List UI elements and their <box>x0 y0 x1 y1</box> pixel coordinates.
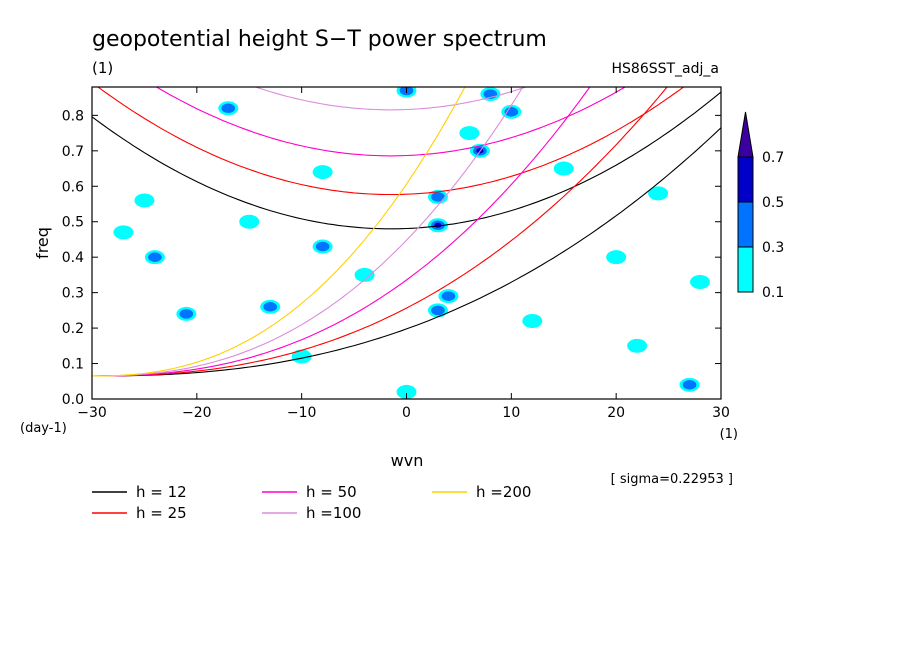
contour-patch <box>606 250 627 265</box>
dispersion-curve-low <box>92 87 591 377</box>
x-tick-label: −20 <box>182 405 212 421</box>
colorbar-label: 0.1 <box>762 285 784 301</box>
contour-patch <box>522 314 543 328</box>
legend-label: h =200 <box>476 483 531 501</box>
dispersion-curve-high <box>92 91 721 230</box>
y-tick-label: 0.5 <box>62 215 84 231</box>
contour-patch <box>690 275 711 289</box>
x-tick-label: 10 <box>502 405 520 421</box>
colorbar: 0.1 0.3 0.5 0.7 <box>737 111 784 301</box>
dispersion-curve-high <box>97 87 685 196</box>
contour-patch <box>354 267 375 282</box>
legend-label: h =100 <box>306 504 361 522</box>
y-tick-label: 0.8 <box>62 108 84 124</box>
y-unit-label: (day-1) <box>20 421 67 436</box>
x-tick-label: 30 <box>712 405 730 421</box>
contour-patch <box>627 338 648 353</box>
contour-patch <box>431 192 445 202</box>
colorbar-segment <box>737 246 754 293</box>
contour-patches <box>113 87 711 399</box>
y-tick-label: 0.2 <box>62 321 84 337</box>
chart-title: geopotential height S−T power spectrum <box>92 27 547 52</box>
contour-patch <box>441 291 456 301</box>
y-tick-label: 0.1 <box>62 357 84 373</box>
x-tick-label: −10 <box>287 405 317 421</box>
x-tick-label: −30 <box>77 405 107 421</box>
dispersion-curve-low <box>92 87 668 377</box>
contour-patch <box>315 241 330 252</box>
x-axis-label: wvn <box>391 451 424 470</box>
colorbar-label: 0.3 <box>762 240 784 256</box>
sigma-note: [ sigma=0.22953 ] <box>611 472 733 487</box>
colorbar-segment <box>737 201 754 248</box>
y-tick-label: 0.6 <box>62 179 84 195</box>
x-unit-label: (1) <box>720 427 738 442</box>
colorbar-arrow <box>737 111 754 158</box>
contour-patch <box>312 165 333 180</box>
legend: h = 12 h = 25 h = 50 h =100 h =200 <box>92 483 531 522</box>
dispersion-curve-low <box>92 87 466 377</box>
colorbar-label: 0.5 <box>762 195 784 211</box>
colorbar-segment <box>737 156 754 203</box>
x-tick-label: 20 <box>607 405 625 421</box>
chart-subtitle-left: (1) <box>92 59 113 77</box>
legend-label: h = 25 <box>136 504 187 522</box>
y-tick-label: 0.3 <box>62 286 84 302</box>
contour-patch <box>239 214 260 229</box>
y-axis-label: freq <box>33 227 52 259</box>
contour-patch <box>431 305 445 316</box>
contour-patch <box>221 103 236 114</box>
contour-patch <box>648 186 669 201</box>
legend-label: h = 12 <box>136 483 187 501</box>
contour-patch <box>134 193 155 208</box>
contour-patch <box>291 349 312 364</box>
contour-patch <box>179 309 194 319</box>
dispersion-curve-low <box>92 127 721 377</box>
y-axis: 0.0 0.1 0.2 0.3 0.4 0.5 0.6 0.7 0.8 <box>62 108 721 408</box>
x-tick-label: 0 <box>402 405 411 421</box>
legend-label: h = 50 <box>306 483 357 501</box>
dispersion-curve-low <box>92 87 524 377</box>
y-tick-label: 0.7 <box>62 144 84 160</box>
contour-patch <box>682 380 697 390</box>
x-axis: −30 −20 −10 0 10 20 30 <box>77 87 730 421</box>
contour-patch <box>113 225 134 240</box>
contour-patch <box>148 252 162 262</box>
y-tick-label: 0.0 <box>62 392 84 408</box>
contour-patch <box>459 126 480 141</box>
colorbar-label: 0.7 <box>762 150 784 166</box>
y-tick-label: 0.4 <box>62 250 84 266</box>
dispersion-curves <box>92 87 721 377</box>
dispersion-curve-high <box>253 87 528 111</box>
contour-patch <box>553 161 574 176</box>
contour-patch <box>263 302 278 312</box>
chart-subtitle-right: HS86SST_adj_a <box>612 61 720 77</box>
contour-patch <box>396 384 417 399</box>
